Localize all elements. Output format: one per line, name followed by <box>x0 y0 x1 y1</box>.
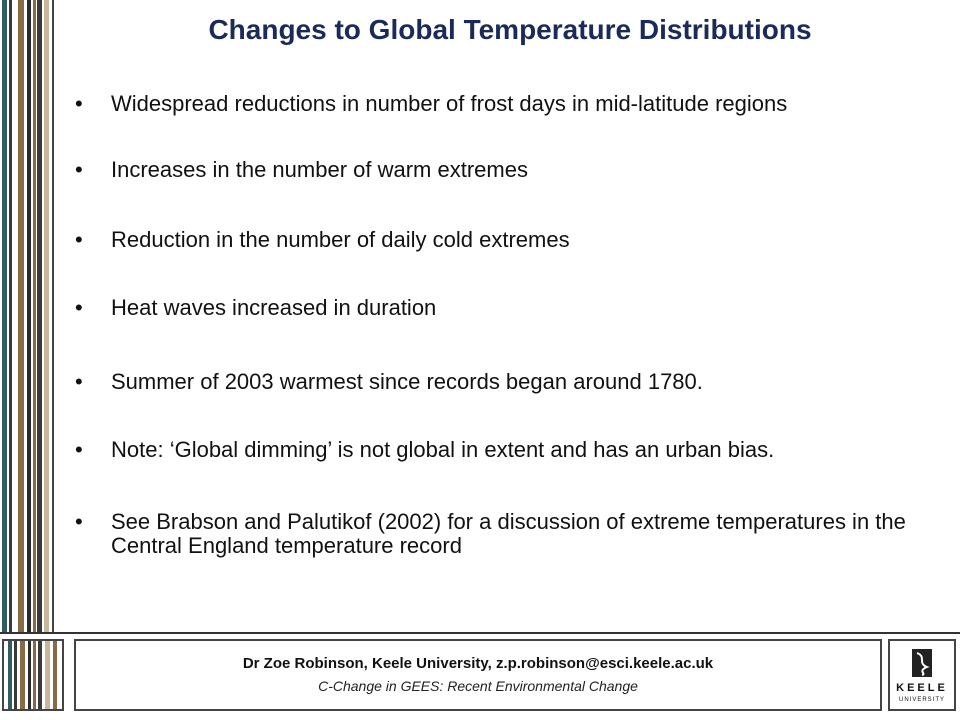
footer-box: Dr Zoe Robinson, Keele University, z.p.r… <box>74 639 882 711</box>
keele-logo: KEELE UNIVERSITY <box>888 639 956 711</box>
list-item: • Widespread reductions in number of fro… <box>75 92 945 116</box>
bullet-dot-icon: • <box>75 157 83 182</box>
bullet-text: See Brabson and Palutikof (2002) for a d… <box>111 509 906 558</box>
bullet-dot-icon: • <box>75 91 83 116</box>
bullet-text: Summer of 2003 warmest since records beg… <box>111 369 703 394</box>
slide-title: Changes to Global Temperature Distributi… <box>208 14 812 45</box>
footer-author: Dr Zoe Robinson, Keele University, z.p.r… <box>242 655 714 672</box>
bullet-dot-icon: • <box>75 295 83 320</box>
list-item: • Note: ‘Global dimming’ is not global i… <box>75 438 945 462</box>
list-item: • Increases in the number of warm extrem… <box>75 158 945 182</box>
bullet-text: Widespread reductions in number of frost… <box>111 91 788 116</box>
list-item: • See Brabson and Palutikof (2002) for a… <box>75 510 945 558</box>
logo-text: KEELE <box>896 682 948 694</box>
footer-course: C-Change in GEES: Recent Environmental C… <box>318 678 638 694</box>
bullet-text: Heat waves increased in duration <box>111 295 437 320</box>
list-item: • Heat waves increased in duration <box>75 296 945 320</box>
footer-divider <box>0 632 960 634</box>
footer-stripe-decoration <box>2 639 64 711</box>
bullet-dot-icon: • <box>75 227 83 252</box>
logo-subtext: UNIVERSITY <box>899 697 945 703</box>
bullet-dot-icon: • <box>75 437 83 462</box>
bullet-text: Note: ‘Global dimming’ is not global in … <box>111 437 775 462</box>
list-item: • Summer of 2003 warmest since records b… <box>75 370 945 394</box>
bullet-text: Reduction in the number of daily cold ex… <box>111 227 570 252</box>
keele-logo-icon: KEELE UNIVERSITY <box>896 649 948 703</box>
bullet-text: Increases in the number of warm extremes <box>111 157 528 182</box>
list-item: • Reduction in the number of daily cold … <box>75 228 945 252</box>
bullet-dot-icon: • <box>75 369 83 394</box>
bullet-dot-icon: • <box>75 509 83 534</box>
